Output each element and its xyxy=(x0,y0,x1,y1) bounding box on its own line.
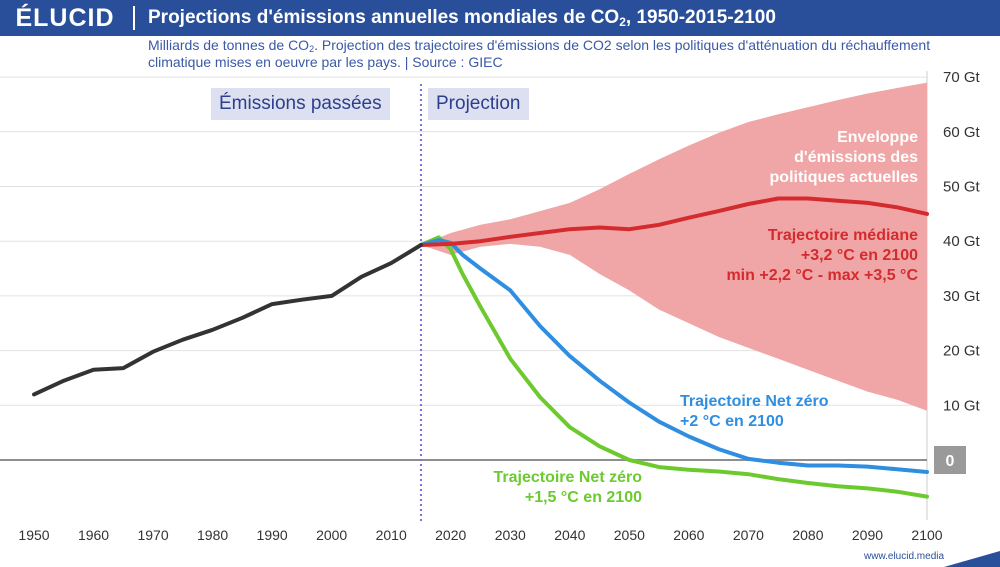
title-main: Projections d'émissions annuelles mondia… xyxy=(148,7,620,28)
x-tick-label: 1980 xyxy=(197,527,228,543)
x-tick-label: 2030 xyxy=(495,527,526,543)
y-tick-label-zero: 0 xyxy=(946,453,955,470)
label-projection: Projection xyxy=(428,88,529,120)
x-tick-label: 2010 xyxy=(376,527,407,543)
x-tick-label: 2100 xyxy=(911,527,942,543)
x-tick-label: 2090 xyxy=(852,527,883,543)
subtitle-subscript: 2 xyxy=(309,44,315,54)
subtitle-part1: Milliards de tonnes de CO xyxy=(148,37,310,53)
x-tick-label: 2080 xyxy=(792,527,823,543)
title-subscript: 2 xyxy=(619,15,626,29)
series-line-historical xyxy=(32,243,423,397)
x-tick-label: 2000 xyxy=(316,527,347,543)
x-tick-label: 2050 xyxy=(614,527,645,543)
header-bar: ÉLUCID Projections d'émissions annuelles… xyxy=(0,0,1000,36)
y-tick-label: 20 Gt xyxy=(943,343,981,360)
y-tick-label: 50 Gt xyxy=(943,179,981,196)
x-tick-label: 1970 xyxy=(137,527,168,543)
annotation-envelope: Enveloppe d'émissions des politiques act… xyxy=(769,129,918,186)
y-tick-label: 70 Gt xyxy=(943,69,981,86)
x-tick-label: 2060 xyxy=(673,527,704,543)
x-tick-label: 2020 xyxy=(435,527,466,543)
chart-title: Projections d'émissions annuelles mondia… xyxy=(148,0,776,36)
x-tick-label: 2040 xyxy=(554,527,585,543)
zero-label-box xyxy=(934,446,966,474)
x-tick-label: 1990 xyxy=(257,527,288,543)
x-tick-label: 1950 xyxy=(18,527,49,543)
footer-corner-shape xyxy=(944,551,1000,567)
annotation-netzero-1-5c: Trajectoire Net zéro +1,5 °C en 2100 xyxy=(493,469,643,506)
annotation-median: Trajectoire médiane +3,2 °C en 2100 min … xyxy=(726,227,918,284)
y-tick-label: 40 Gt xyxy=(943,233,981,250)
x-tick-label: 2070 xyxy=(733,527,764,543)
y-tick-label: 60 Gt xyxy=(943,124,981,141)
title-years: , 1950-2015-2100 xyxy=(625,7,776,28)
logo-separator xyxy=(133,6,135,30)
emissions-envelope xyxy=(421,82,927,411)
series-line-netzero_15 xyxy=(419,235,929,499)
series-line-median xyxy=(419,196,929,247)
y-tick-label: 10 Gt xyxy=(943,397,981,414)
annotation-netzero-2c: Trajectoire Net zéro +2 °C en 2100 xyxy=(680,393,829,430)
footer-url[interactable]: www.elucid.media xyxy=(864,551,945,562)
elucid-logo: ÉLUCID xyxy=(15,4,115,32)
y-tick-label: 30 Gt xyxy=(943,288,981,305)
series-line-netzero_2 xyxy=(419,238,929,474)
chart-subtitle: Milliards de tonnes de CO2. Projection d… xyxy=(148,37,978,71)
label-past-emissions: Émissions passées xyxy=(211,88,390,120)
x-tick-label: 1960 xyxy=(78,527,109,543)
subtitle-part2: . Projection des trajectoires d'émission… xyxy=(148,37,931,70)
